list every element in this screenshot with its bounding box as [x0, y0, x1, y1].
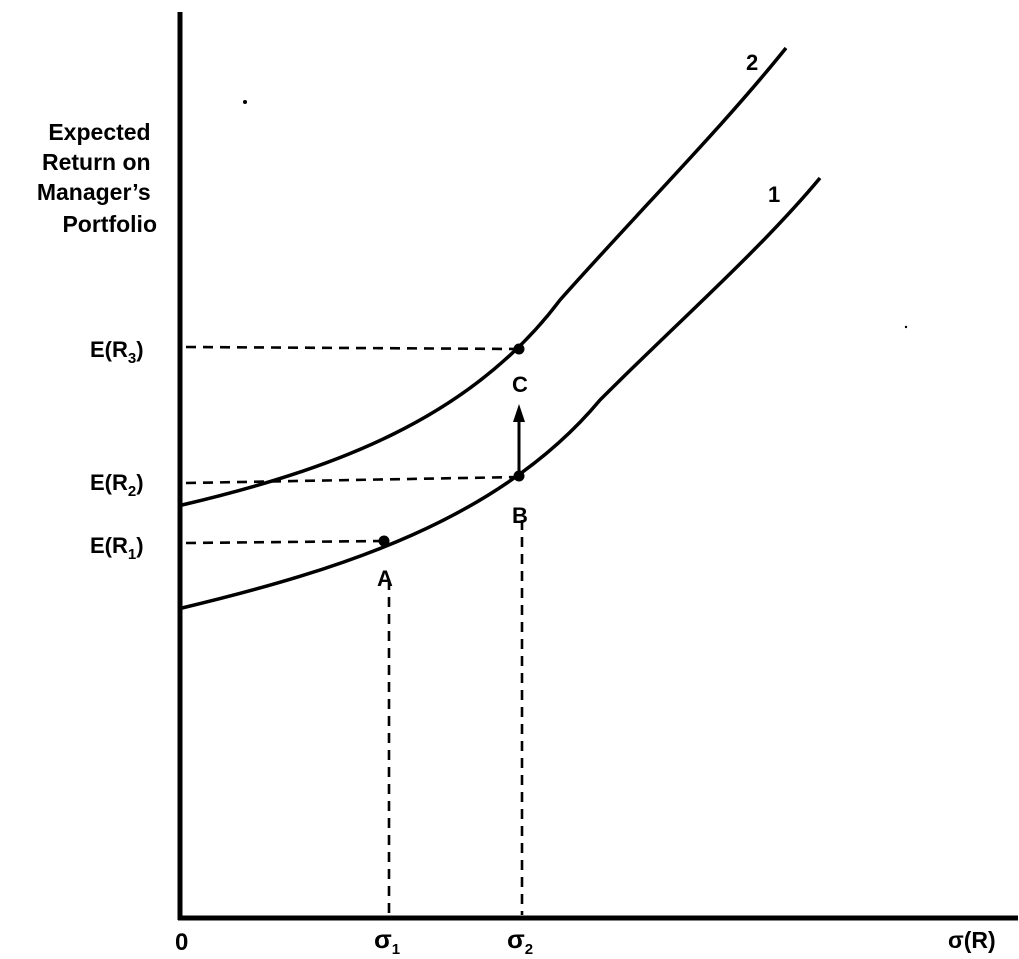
- y-axis-title: Expected Return on Manager’s Portfolio: [37, 119, 157, 237]
- guide-er2: [185, 475, 520, 485]
- y-tick-label-er2: E(R2): [90, 470, 144, 500]
- curve-1: [181, 176, 822, 610]
- point-label-c: C: [512, 372, 528, 397]
- b-to-c-arrowhead: [513, 404, 525, 422]
- x-tick-label-sigma1: σ1: [374, 924, 400, 958]
- curve-label-2: 2: [746, 50, 758, 75]
- x-tick-label-sigma2: σ2: [507, 924, 533, 958]
- stray-speck: [904, 325, 908, 329]
- y-axis-title-line: Return on: [42, 149, 151, 175]
- curve-label-1: 1: [768, 182, 780, 207]
- guide-er3: [185, 345, 520, 351]
- point-c-marker: [513, 343, 525, 355]
- point-a-marker: [378, 535, 390, 547]
- point-b-marker: [513, 470, 525, 482]
- stray-speck: [243, 100, 247, 104]
- y-axis-title-line: Manager’s: [37, 179, 151, 205]
- y-axis-title-line: Expected: [48, 119, 150, 145]
- y-tick-label-er3: E(R3): [90, 337, 144, 367]
- guide-er1: [185, 539, 385, 545]
- origin-label: 0: [175, 929, 188, 956]
- curve-2: [181, 46, 788, 507]
- point-label-a: A: [377, 566, 393, 591]
- point-label-b: B: [512, 503, 528, 528]
- y-tick-label-er1: E(R1): [90, 533, 144, 563]
- x-axis-title: σ(R): [948, 927, 996, 953]
- y-axis-title-line: Portfolio: [62, 211, 157, 237]
